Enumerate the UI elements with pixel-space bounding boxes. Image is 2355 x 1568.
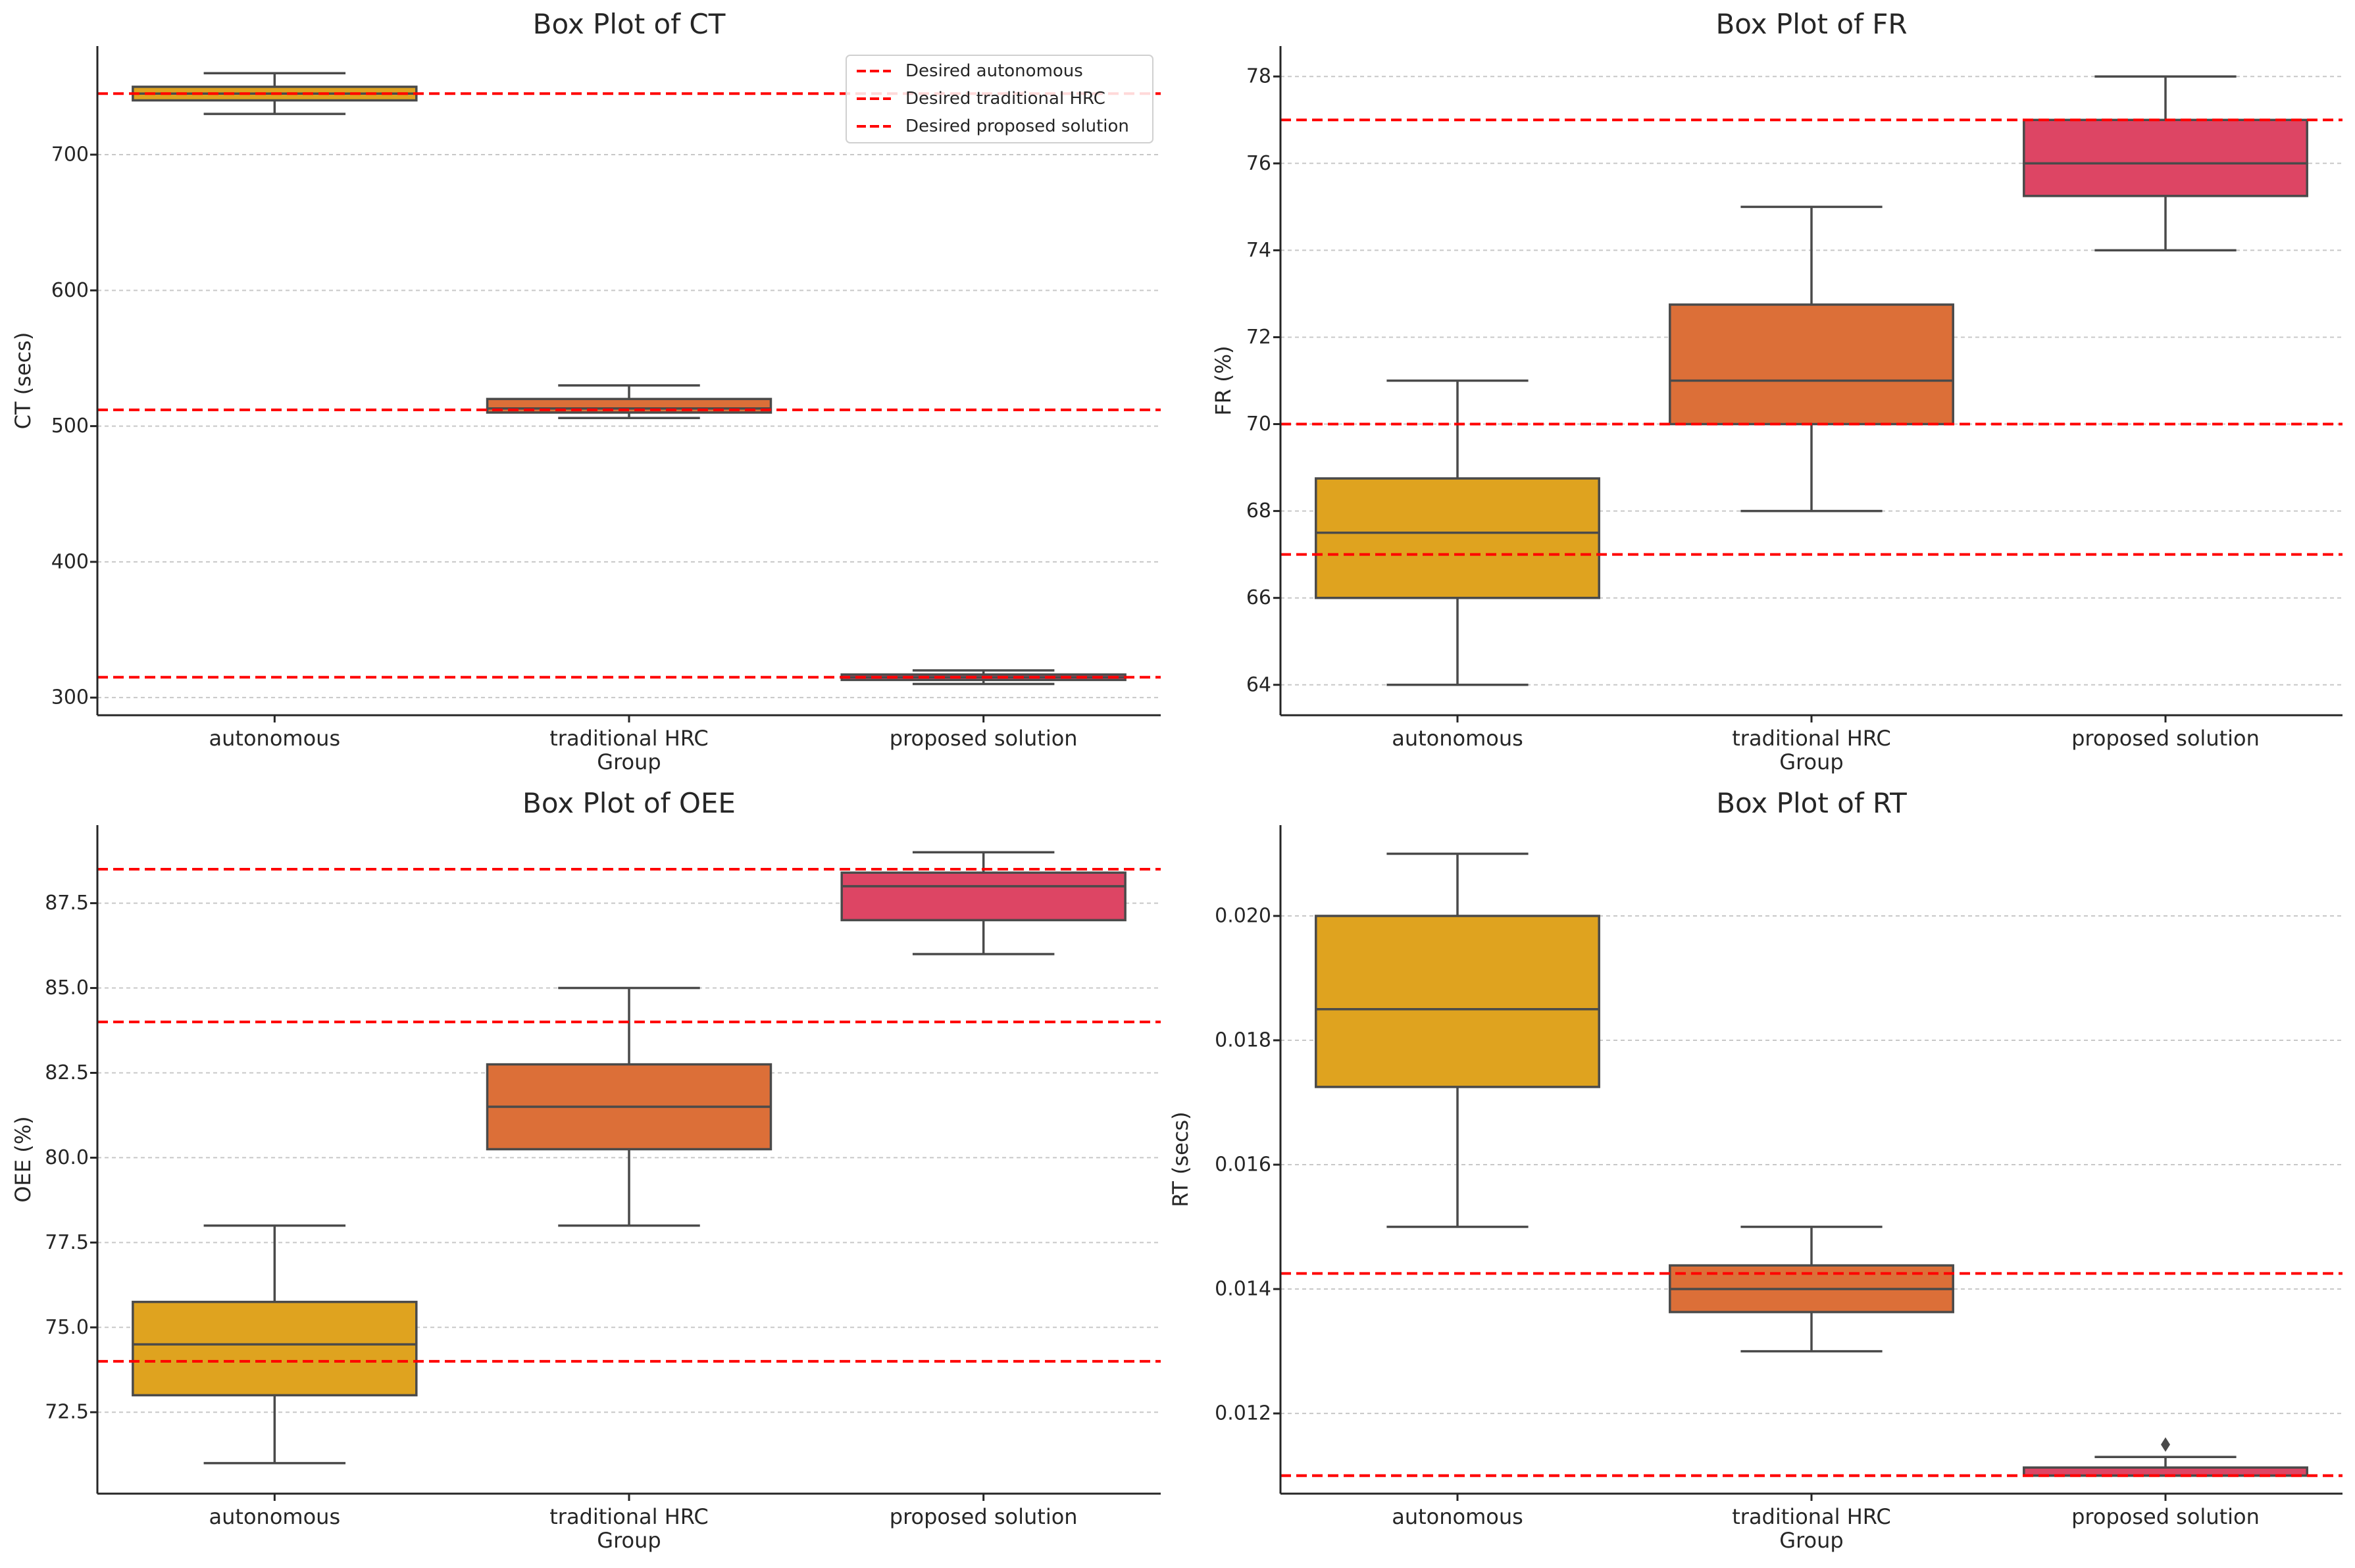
y-axis-label: CT (secs)	[11, 332, 36, 430]
chart-title: Box Plot of RT	[1716, 787, 1907, 819]
y-tick-label: 72.5	[45, 1401, 89, 1424]
legend-entry-label: Desired autonomous	[905, 61, 1083, 81]
chart-panel-1: 300 400 500 600 700 autonomous traditional HRC…	[11, 8, 1161, 774]
y-tick-label: 80.0	[45, 1146, 89, 1169]
y-tick-label: 0.018	[1215, 1029, 1271, 1052]
outlier-marker	[2161, 1437, 2170, 1452]
x-tick-label: traditional HRC	[1732, 1504, 1891, 1529]
y-tick-label: 0.012	[1215, 1402, 1271, 1425]
box-autonomous	[132, 1224, 418, 1465]
legend-frame	[846, 55, 1153, 143]
box-iqr	[1315, 915, 1600, 1088]
y-axis-label: OEE (%)	[11, 1116, 36, 1202]
x-tick-label: autonomous	[1392, 726, 1523, 751]
box-iqr	[1669, 303, 1954, 426]
x-tick-label: proposed solution	[2071, 1504, 2260, 1529]
x-tick-label: autonomous	[1392, 1504, 1523, 1529]
y-tick-label: 700	[51, 143, 89, 166]
x-axis-label: Group	[1779, 1528, 1843, 1553]
x-axis-label: Group	[1779, 749, 1843, 774]
y-tick-label: 72	[1246, 326, 1271, 349]
y-tick-label: 74	[1246, 239, 1271, 262]
legend-entry-label: Desired proposed solution	[905, 116, 1129, 136]
y-tick-label: 70	[1246, 413, 1271, 436]
y-axis-label: FR (%)	[1211, 345, 1236, 415]
legend-entry-label: Desired traditional HRC	[905, 89, 1105, 109]
x-tick-label: autonomous	[209, 1504, 341, 1529]
x-tick-label: autonomous	[209, 726, 341, 751]
y-tick-label: 400	[51, 550, 89, 573]
box-traditional-hrc	[1669, 1225, 1954, 1353]
y-tick-label: 76	[1246, 152, 1271, 175]
y-tick-label: 68	[1246, 499, 1271, 522]
y-tick-label: 600	[51, 279, 89, 302]
y-tick-label: 0.020	[1215, 904, 1271, 927]
x-tick-label: traditional HRC	[549, 1504, 709, 1529]
y-tick-label: 66	[1246, 586, 1271, 609]
box-iqr	[132, 1300, 418, 1397]
x-tick-label: traditional HRC	[1732, 726, 1891, 751]
y-tick-label: 0.014	[1215, 1278, 1271, 1301]
chart-title: Box Plot of CT	[533, 8, 726, 40]
y-tick-label: 500	[51, 415, 89, 438]
box-autonomous	[1315, 852, 1600, 1228]
y-tick-label: 77.5	[45, 1231, 89, 1254]
box-iqr	[1315, 477, 1600, 599]
legend: Desired autonomous Desired traditional HR…	[846, 55, 1153, 143]
y-tick-label: 82.5	[45, 1061, 89, 1084]
y-tick-label: 0.016	[1215, 1153, 1271, 1176]
x-tick-label: proposed solution	[890, 726, 1078, 751]
chart-title: Box Plot of FR	[1715, 8, 1907, 40]
box-traditional-hrc	[486, 986, 772, 1227]
box-proposed-solution	[840, 851, 1127, 955]
chart-panel-4: 0.012 0.014 0.016 0.018 0.020 autonomous tradi…	[1168, 787, 2342, 1553]
box-traditional-hrc	[486, 384, 772, 419]
chart-title: Box Plot of OEE	[522, 787, 736, 819]
y-axis-label: RT (secs)	[1168, 1111, 1193, 1207]
box-autonomous	[1315, 379, 1600, 686]
box-proposed-solution	[2023, 1437, 2308, 1477]
box-proposed-solution	[2023, 75, 2308, 252]
y-tick-label: 300	[51, 686, 89, 709]
chart-panel-3: 72.5 75.0 77.5 80.0 82.5 85.0 87.5 autonomous tr…	[11, 787, 1161, 1553]
box-iqr	[840, 871, 1127, 922]
y-tick-label: 75.0	[45, 1316, 89, 1339]
y-tick-label: 87.5	[45, 892, 89, 915]
y-tick-label: 85.0	[45, 976, 89, 999]
x-tick-label: proposed solution	[890, 1504, 1078, 1529]
y-tick-label: 64	[1246, 673, 1271, 696]
x-tick-label: proposed solution	[2071, 726, 2260, 751]
x-tick-label: traditional HRC	[549, 726, 709, 751]
box-iqr	[2023, 118, 2308, 197]
box-traditional-hrc	[1669, 205, 1954, 513]
chart-panel-2: 64 66 68 70 72 74 76 78 autonomous traditional HR…	[1211, 8, 2342, 774]
x-axis-label: Group	[597, 1528, 661, 1553]
y-tick-label: 78	[1246, 65, 1271, 88]
x-axis-label: Group	[597, 749, 661, 774]
